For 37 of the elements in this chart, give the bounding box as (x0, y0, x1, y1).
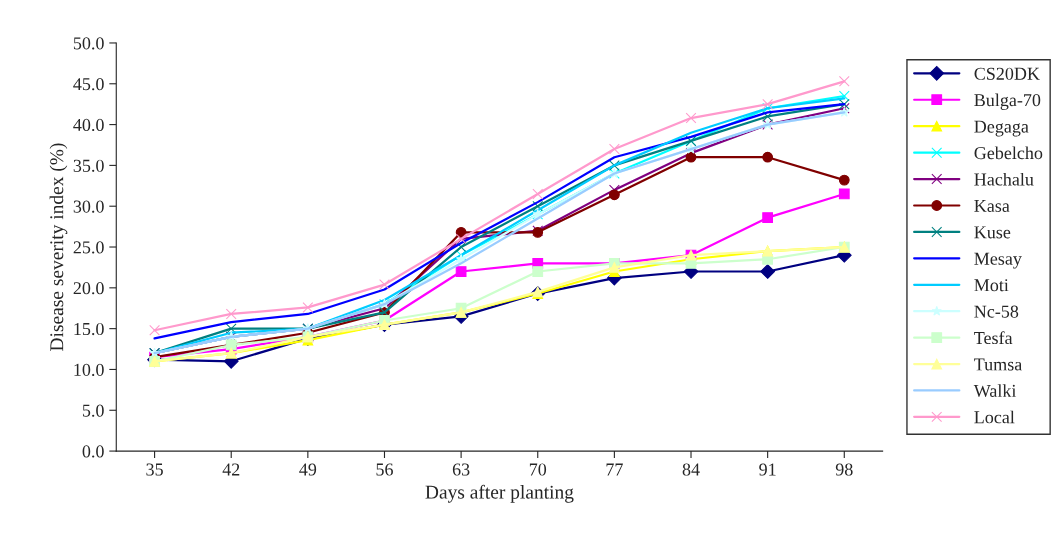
y-tick-label: 20.0 (73, 282, 104, 295)
y-tick-label: 10.0 (74, 363, 104, 376)
x-tick-label: 56 (376, 463, 393, 476)
x-tick-label: 70 (529, 463, 547, 476)
y-tick-label: 50.0 (73, 37, 104, 50)
legend-label: Gebelcho (974, 146, 1043, 160)
legend-label: Kuse (974, 226, 1011, 239)
x-tick-label: 91 (759, 463, 776, 476)
legend-label: Hachalu (974, 172, 1034, 186)
y-tick-label: 30.0 (73, 200, 104, 213)
x-tick-label: 49 (299, 463, 317, 476)
legend-label: Tumsa (974, 358, 1023, 371)
x-axis-title: Days after planting (425, 484, 574, 503)
x-tick-label: 77 (606, 463, 623, 476)
y-tick-label: 45.0 (73, 78, 104, 91)
legend-label: Degaga (974, 120, 1029, 137)
legend-label: Tesfa (974, 331, 1013, 345)
legend-label: Walki (973, 384, 1017, 398)
legend-label: CS20DK (974, 67, 1040, 80)
y-tick-label: 15.0 (74, 322, 104, 336)
x-tick-label: 98 (835, 463, 853, 476)
x-tick-label: 42 (222, 463, 240, 476)
legend-label: Bulga-70 (974, 93, 1041, 110)
y-tick-label: 25.0 (73, 241, 104, 254)
y-tick-label: 5.0 (82, 404, 104, 417)
legend-label: Mesay (974, 252, 1022, 269)
x-tick-label: 63 (452, 463, 470, 476)
legend-label: Moti (974, 279, 1009, 292)
y-tick-label: 40.0 (73, 118, 104, 132)
y-tick-label: 0.0 (82, 445, 104, 458)
x-tick-label: 84 (682, 463, 700, 476)
y-tick-label: 35.0 (73, 159, 104, 172)
legend-label: Nc-58 (974, 305, 1019, 318)
y-axis-title: Disease severity index (%) (49, 143, 68, 351)
legend-label: Kasa (974, 200, 1010, 212)
x-tick-label: 35 (146, 463, 163, 476)
legend-label: Local (974, 410, 1015, 424)
